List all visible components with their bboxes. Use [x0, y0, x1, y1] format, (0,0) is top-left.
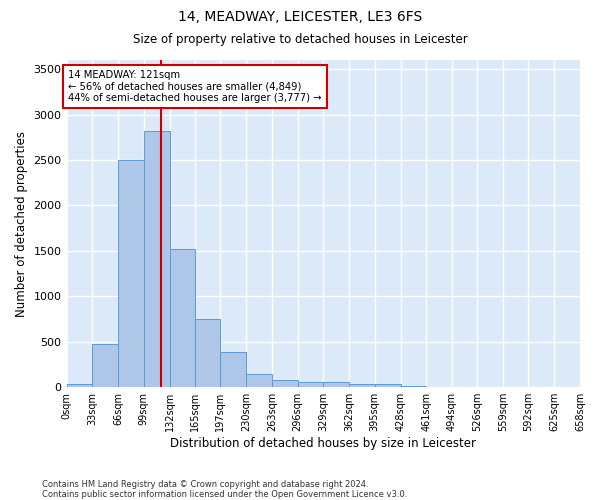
- Text: Contains HM Land Registry data © Crown copyright and database right 2024.: Contains HM Land Registry data © Crown c…: [42, 480, 368, 489]
- Bar: [67, 384, 92, 387]
- Y-axis label: Number of detached properties: Number of detached properties: [15, 130, 28, 316]
- Bar: [144, 131, 170, 387]
- X-axis label: Distribution of detached houses by size in Leicester: Distribution of detached houses by size …: [170, 437, 476, 450]
- Bar: [92, 344, 118, 387]
- Text: 14, MEADWAY, LEICESTER, LE3 6FS: 14, MEADWAY, LEICESTER, LE3 6FS: [178, 10, 422, 24]
- Bar: [195, 319, 220, 387]
- Bar: [298, 382, 323, 387]
- Bar: [401, 386, 426, 387]
- Text: Size of property relative to detached houses in Leicester: Size of property relative to detached ho…: [133, 32, 467, 46]
- Bar: [272, 380, 298, 387]
- Bar: [246, 374, 272, 387]
- Bar: [118, 160, 144, 387]
- Text: Contains public sector information licensed under the Open Government Licence v3: Contains public sector information licen…: [42, 490, 407, 499]
- Text: 14 MEADWAY: 121sqm
← 56% of detached houses are smaller (4,849)
44% of semi-deta: 14 MEADWAY: 121sqm ← 56% of detached hou…: [68, 70, 322, 103]
- Bar: [349, 384, 375, 387]
- Bar: [323, 382, 349, 387]
- Bar: [170, 249, 195, 387]
- Bar: [375, 384, 401, 387]
- Bar: [220, 352, 246, 387]
